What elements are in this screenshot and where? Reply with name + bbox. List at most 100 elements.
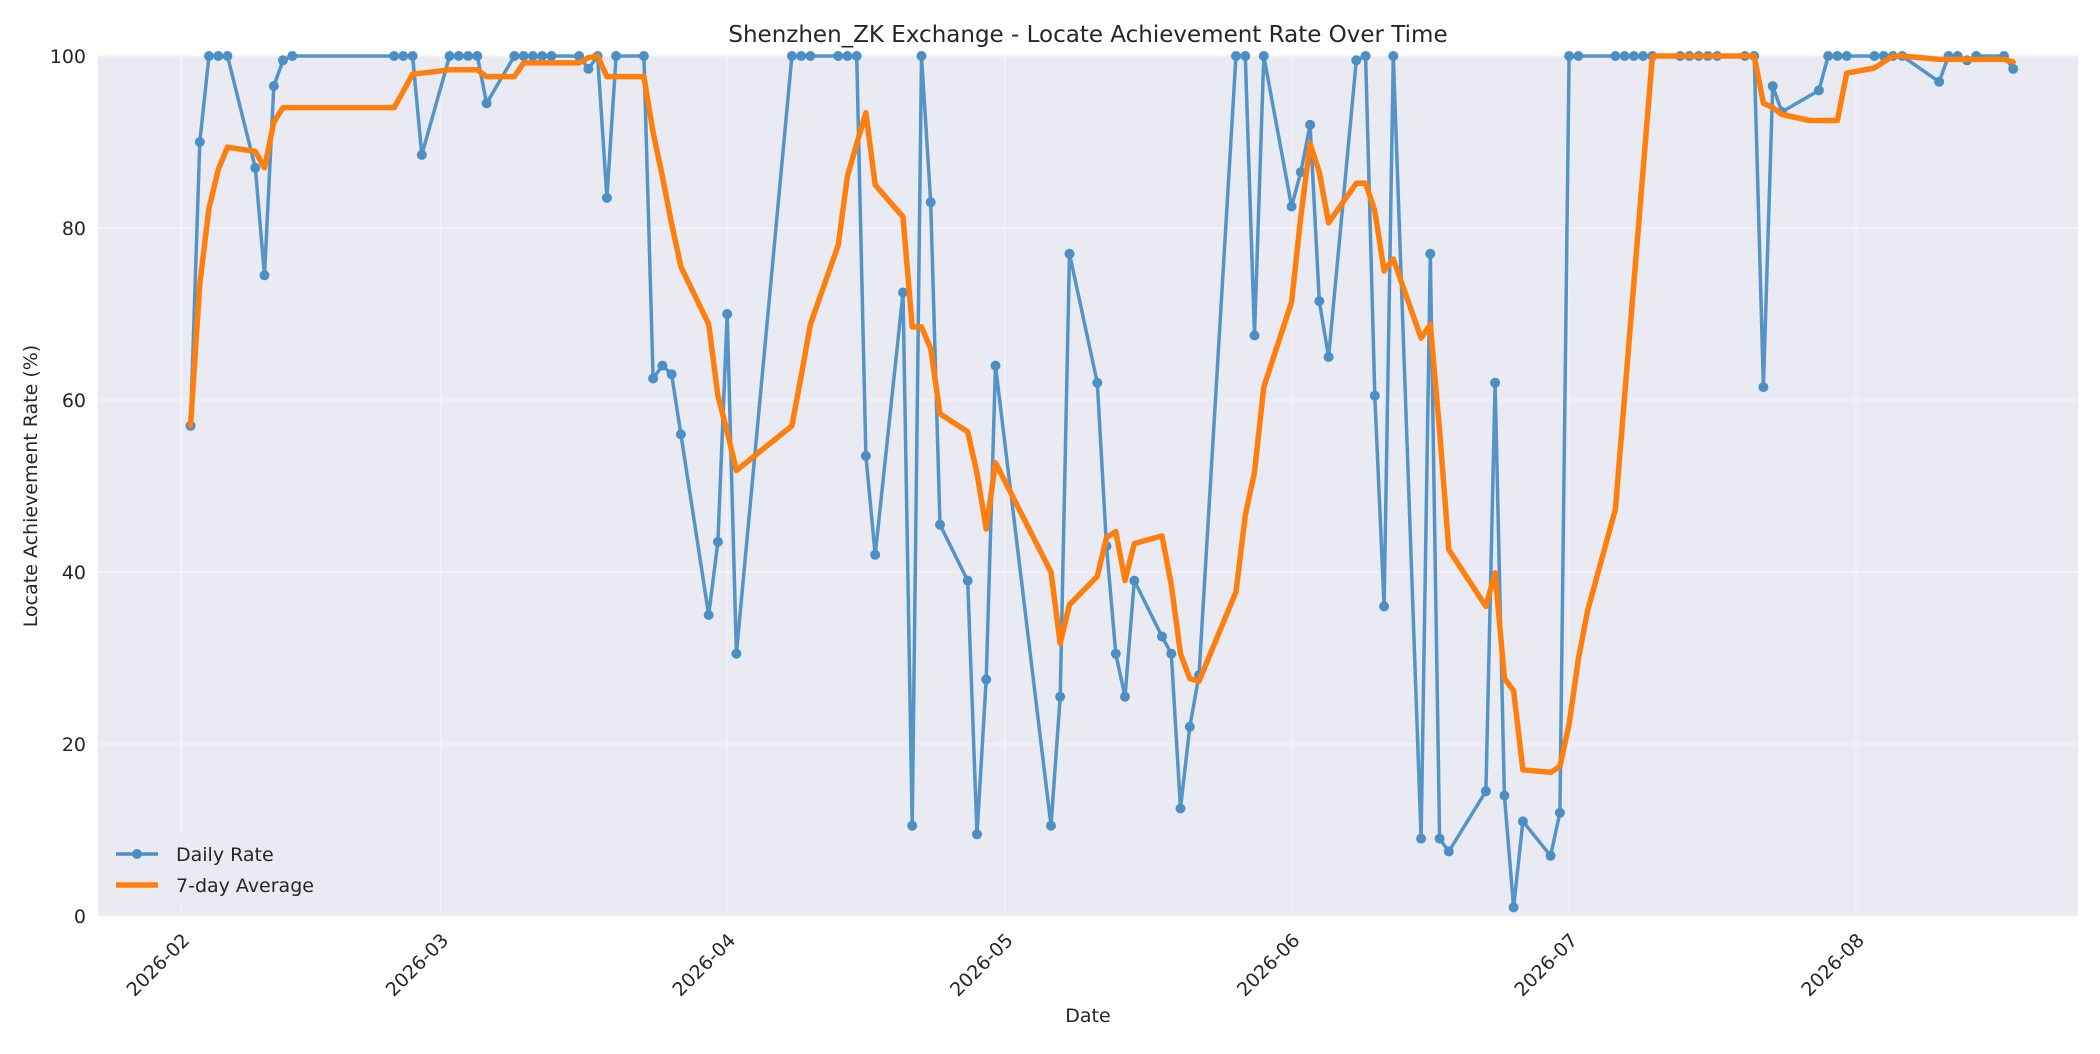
daily-rate-point — [583, 63, 594, 74]
daily-rate-point — [509, 51, 520, 61]
daily-rate-point — [453, 51, 464, 61]
daily-rate-point — [1443, 846, 1454, 857]
daily-rate-point — [870, 549, 881, 560]
y-tick-label: 80 — [62, 218, 86, 240]
daily-rate-point — [1129, 575, 1140, 586]
x-tick-label: 2026-04 — [668, 929, 740, 1001]
legend: Daily Rate 7-day Average — [108, 834, 346, 906]
x-tick-label: 2026-02 — [123, 929, 195, 1001]
daily-rate-point — [1434, 833, 1445, 844]
daily-rate-point — [1351, 55, 1362, 66]
y-tick-label: 100 — [50, 46, 86, 68]
daily-rate-point — [1619, 51, 1630, 61]
daily-rate-point — [1166, 648, 1177, 659]
daily-rate-point — [611, 51, 622, 61]
y-tick-label: 20 — [62, 734, 86, 756]
daily-rate-point — [666, 369, 677, 380]
daily-rate-point — [1416, 833, 1427, 844]
chart-title: Shenzhen_ZK Exchange - Locate Achievemen… — [728, 22, 1447, 48]
seven-day-average-line — [187, 53, 2016, 776]
daily-rate-point — [1564, 51, 1575, 61]
daily-rate-point — [1554, 807, 1565, 818]
daily-rate-point — [935, 519, 945, 530]
daily-rate-point — [907, 820, 918, 831]
daily-rate-point — [527, 51, 538, 61]
daily-rate-point — [1869, 51, 1880, 61]
daily-rate-point — [1628, 51, 1639, 61]
daily-rate-point — [407, 51, 418, 61]
daily-rate-point — [1157, 631, 1167, 642]
daily-rate-point — [712, 536, 723, 547]
x-tick-label: 2026-05 — [946, 929, 1018, 1001]
daily-rate-point — [981, 674, 992, 685]
daily-rate-point — [1934, 76, 1945, 87]
daily-rate-point — [1295, 167, 1306, 178]
daily-rate-point — [1314, 296, 1325, 307]
daily-rate-point — [1055, 691, 1066, 702]
daily-rate-point — [1323, 352, 1334, 362]
daily-rate-point — [842, 51, 853, 61]
daily-rate-point — [1517, 816, 1528, 827]
daily-rate-point — [268, 81, 279, 92]
y-tick-label: 40 — [62, 562, 86, 584]
daily-rate-point — [444, 51, 455, 61]
series-layer — [185, 51, 2019, 913]
daily-rate-point — [805, 51, 816, 61]
daily-rate-point — [1175, 803, 1186, 814]
daily-rate-point — [722, 309, 733, 319]
daily-rate-point — [204, 51, 214, 61]
daily-rate-point — [194, 137, 205, 147]
daily-rate-point — [648, 373, 659, 384]
daily-rate-point — [1832, 51, 1843, 61]
daily-rate-point — [1767, 81, 1778, 92]
y-tick-label: 0 — [74, 906, 86, 928]
y-axis-label: Locate Achievement Rate (%) — [20, 345, 42, 627]
daily-rate-point — [1369, 390, 1380, 401]
daily-rate-point — [1388, 51, 1399, 61]
daily-rate-point — [1240, 51, 1251, 61]
daily-rate-point — [1092, 377, 1103, 388]
daily-rate-point — [675, 429, 686, 440]
daily-rate-point — [657, 360, 668, 371]
daily-rate-point — [972, 829, 982, 840]
daily-rate-point — [416, 149, 427, 160]
daily-rate-point — [546, 51, 557, 61]
daily-rate-point — [731, 648, 742, 659]
daily-rate-point — [1379, 601, 1390, 612]
daily-rate-point — [990, 360, 1001, 371]
x-tick-label: 2026-07 — [1510, 929, 1582, 1001]
daily-rate-point — [1286, 201, 1297, 212]
daily-rate-point — [796, 51, 807, 61]
daily-rate-point — [250, 162, 261, 173]
x-tick-label: 2026-03 — [382, 929, 454, 1001]
daily-rate-point — [1305, 119, 1316, 130]
daily-rate-point — [638, 51, 649, 61]
daily-rate-point — [518, 51, 529, 61]
daily-rate-point — [1231, 51, 1241, 61]
daily-rate-point — [1638, 51, 1649, 61]
y-tick-label: 60 — [62, 390, 86, 412]
daily-rate-point — [786, 51, 797, 61]
legend-daily-label: Daily Rate — [176, 844, 274, 866]
daily-rate-point — [1499, 790, 1510, 801]
plot-area — [98, 56, 2078, 916]
daily-rate-point — [1841, 51, 1852, 61]
daily-rate-point — [259, 270, 270, 281]
daily-rate-point — [389, 51, 400, 61]
daily-rate-point — [1823, 51, 1834, 61]
daily-rate-point — [833, 51, 844, 61]
legend-average-label: 7-day Average — [176, 875, 314, 897]
daily-rate-point — [472, 51, 483, 61]
x-tick-label: 2026-06 — [1233, 929, 1305, 1001]
daily-rate-point — [601, 192, 612, 203]
daily-rate-point — [1480, 786, 1491, 797]
daily-rate-point — [1184, 721, 1195, 732]
daily-rate-point — [1258, 51, 1269, 61]
daily-rate-point — [278, 55, 288, 66]
daily-rate-point — [1110, 648, 1121, 659]
daily-rate-point — [1249, 330, 1260, 341]
daily-rate-point — [1120, 691, 1130, 702]
daily-rate-point — [2008, 63, 2019, 74]
